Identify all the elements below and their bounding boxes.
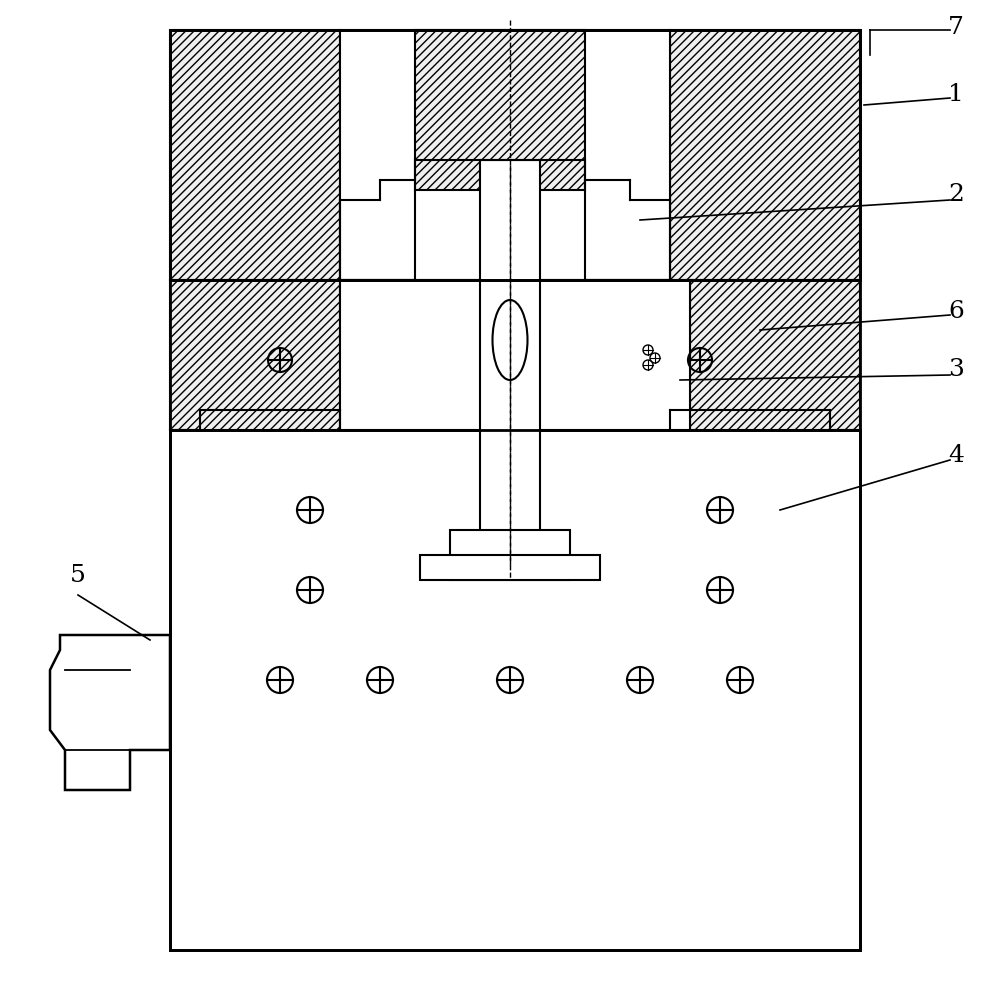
Polygon shape (340, 280, 690, 430)
Ellipse shape (492, 300, 528, 380)
Text: 6: 6 (948, 300, 964, 323)
Polygon shape (670, 30, 860, 280)
Polygon shape (690, 280, 860, 430)
Polygon shape (415, 30, 585, 190)
Polygon shape (480, 160, 540, 570)
Text: 5: 5 (70, 563, 86, 586)
Polygon shape (170, 30, 340, 280)
Polygon shape (420, 555, 600, 580)
Polygon shape (340, 30, 670, 280)
Polygon shape (50, 635, 170, 790)
Polygon shape (450, 530, 570, 580)
Polygon shape (170, 280, 340, 430)
Text: 4: 4 (948, 444, 964, 467)
Text: 1: 1 (948, 84, 964, 107)
Polygon shape (170, 430, 860, 950)
Text: 3: 3 (948, 359, 964, 382)
Text: 2: 2 (948, 183, 964, 206)
Text: 7: 7 (948, 17, 964, 40)
